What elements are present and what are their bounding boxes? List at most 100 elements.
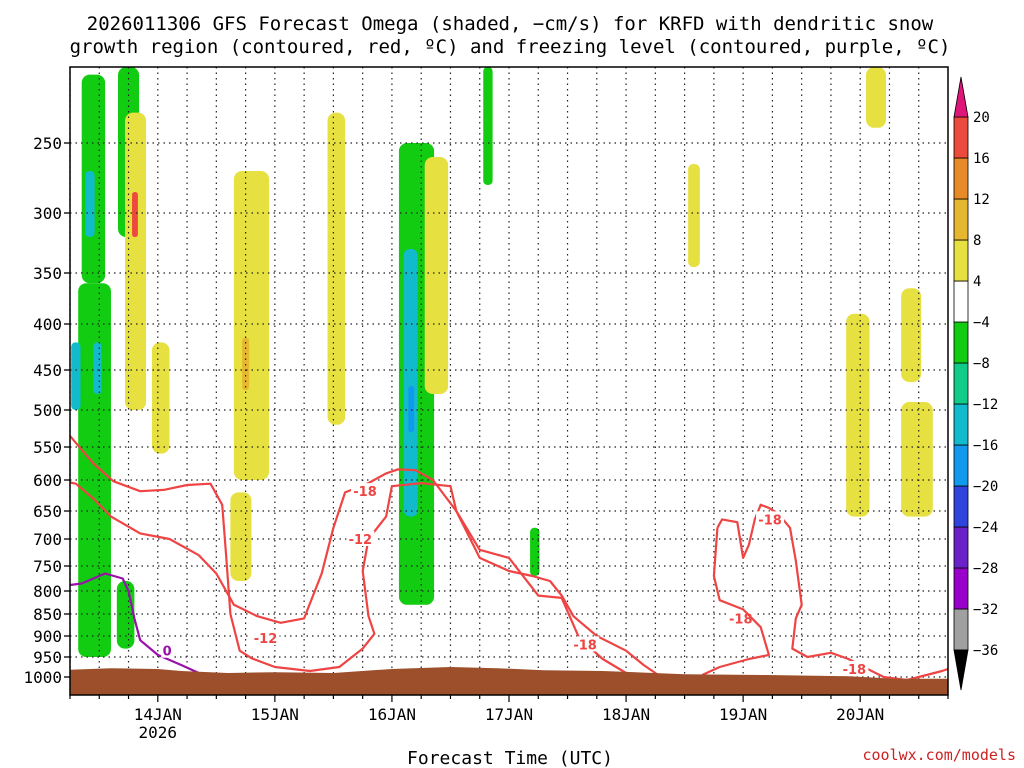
colorbar-band <box>953 403 969 446</box>
colorbar-band <box>953 198 969 241</box>
colorbar-label: −28 <box>973 561 998 577</box>
colorbar-band <box>953 526 969 569</box>
colorbar-label: −16 <box>973 438 998 454</box>
contour-label: -12 <box>349 533 373 548</box>
chart-title-line-2: growth region (contoured, red, ºC) and f… <box>70 36 951 58</box>
y-tick-label: 750 <box>33 557 62 576</box>
y-tick-label: 400 <box>33 315 62 334</box>
y-tick-label: 800 <box>33 582 62 601</box>
omega-shade-cell <box>151 342 170 454</box>
contour-label: -18 <box>353 485 377 500</box>
colorbar-band <box>953 280 969 323</box>
contour-label-bg <box>840 661 869 676</box>
colorbar-label: −8 <box>973 356 990 372</box>
contour-line <box>69 572 200 675</box>
omega-shade-cell <box>242 337 250 390</box>
contour-label-bg <box>251 630 280 646</box>
colorbar-label: 16 <box>973 151 990 167</box>
y-tick-label: 550 <box>33 438 62 457</box>
colorbar-label: −36 <box>973 643 998 659</box>
y-tick-label: 450 <box>33 361 62 380</box>
y-tick-label: 650 <box>33 502 62 521</box>
omega-shade-cell <box>688 164 700 267</box>
terrain-layer <box>70 667 948 695</box>
contour-layer: -12 -12 -18 -18 -18 -18 -18 0 <box>69 435 949 682</box>
x-tick-sublabel: 2026 <box>139 723 178 742</box>
omega-shade-cell <box>424 157 449 394</box>
contour-label: -18 <box>758 513 782 528</box>
y-tick-label: 1000 <box>23 668 62 687</box>
contour-label: -18 <box>573 638 597 653</box>
x-tick-label: 19JAN <box>719 705 767 724</box>
omega-shade-cell <box>132 192 138 237</box>
colorbar-band <box>953 444 969 487</box>
contour-label: 0 <box>163 645 172 660</box>
omega-shade-cell <box>483 67 493 185</box>
y-tick-label: 850 <box>33 605 62 624</box>
colorbar-band <box>953 362 969 405</box>
colorbar-band <box>953 608 969 651</box>
y-tick-label: 250 <box>33 134 62 153</box>
omega-shade-cell <box>846 313 870 517</box>
colorbar-label: 12 <box>973 192 990 208</box>
omega-shade-cell <box>125 112 147 410</box>
omega-shade-cell <box>85 171 95 237</box>
colorbar-band <box>953 239 969 282</box>
y-tick-label: 300 <box>33 204 62 223</box>
x-tick-label: 18JAN <box>602 705 650 724</box>
colorbar-label: 8 <box>973 233 981 249</box>
contour-label-bg <box>161 642 174 658</box>
omega-shade-cell <box>403 249 418 517</box>
contour-label: -12 <box>254 632 278 647</box>
colorbar-label: −20 <box>973 479 998 495</box>
contour-line <box>701 527 770 677</box>
omega-shade-cell <box>901 402 933 517</box>
colorbar-band <box>953 485 969 528</box>
y-tick-label: 700 <box>33 530 62 549</box>
contour-label: -18 <box>843 663 867 678</box>
x-tick-label: 16JAN <box>368 705 416 724</box>
x-tick-label: 14JAN <box>134 705 182 724</box>
omega-shade-cell <box>866 67 886 128</box>
x-tick-label: 20JAN <box>836 705 884 724</box>
contour-line <box>69 435 650 679</box>
omega-shade-cell <box>233 171 270 480</box>
colorbar-label: −32 <box>973 602 998 618</box>
colorbar-band <box>953 116 969 159</box>
terrain-fill <box>70 667 948 695</box>
x-tick-label: 17JAN <box>485 705 533 724</box>
colorbar-top-triangle <box>953 76 969 118</box>
colorbar-bottom-triangle <box>953 649 969 691</box>
contour-label-bg <box>346 531 375 546</box>
y-tick-label: 350 <box>33 264 62 283</box>
shaded-omega-layer <box>71 67 933 657</box>
contour-line <box>69 468 662 678</box>
omega-shade-cell <box>408 386 415 433</box>
colorbar: −36 −32 −28 −24 −20 −16 −12 −8 −4 4 8 12 16 20 <box>953 76 998 691</box>
colorbar-label: 20 <box>973 110 990 126</box>
omega-shade-cell <box>78 283 111 657</box>
chart-title-line-1: 2026011306 GFS Forecast Omega (shaded, −… <box>87 13 934 35</box>
omega-shade-cell <box>530 527 540 576</box>
contour-label-bg <box>571 636 600 652</box>
colorbar-band <box>953 157 969 200</box>
colorbar-band <box>953 567 969 610</box>
omega-shade-cell <box>327 112 346 425</box>
contour-label-bg <box>756 511 785 527</box>
colorbar-label: −12 <box>973 397 998 413</box>
colorbar-label: −24 <box>973 520 998 536</box>
contour-label: -18 <box>729 612 753 627</box>
y-tick-label: 600 <box>33 471 62 490</box>
omega-shade-cell <box>93 342 102 394</box>
y-axis: 250 300 350 400 450 500 550 600 650 700 750 800 850 9… <box>23 134 70 687</box>
x-tick-label: 15JAN <box>251 705 299 724</box>
credit-link[interactable]: coolwx.com/models <box>862 746 1016 764</box>
contour-line <box>716 503 949 682</box>
y-tick-label: 500 <box>33 401 62 420</box>
omega-shade-cell <box>230 492 252 581</box>
colorbar-label: 4 <box>973 274 981 290</box>
colorbar-band <box>953 321 969 364</box>
colorbar-label: −4 <box>973 315 990 331</box>
